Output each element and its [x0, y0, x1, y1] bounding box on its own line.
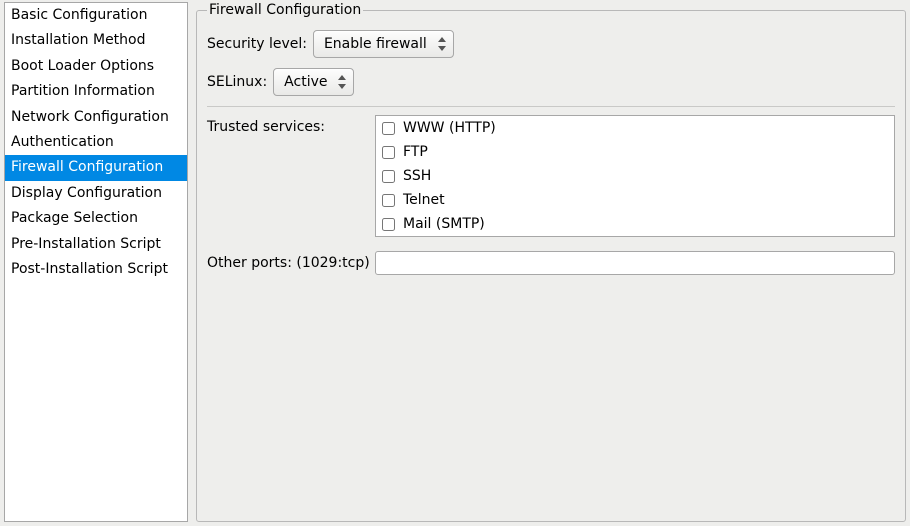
app-layout: Basic ConfigurationInstallation MethodBo…	[0, 0, 910, 526]
sidebar-item[interactable]: Firewall Configuration	[5, 155, 187, 180]
sidebar-item[interactable]: Partition Information	[5, 79, 187, 104]
trusted-services-label: Trusted services:	[207, 115, 375, 237]
security-level-select[interactable]: Enable firewall	[313, 30, 454, 58]
selinux-label: SELinux:	[207, 74, 267, 90]
service-checkbox[interactable]	[382, 218, 395, 231]
service-row: Mail (SMTP)	[376, 212, 894, 236]
service-label: Telnet	[403, 192, 445, 208]
security-level-label: Security level:	[207, 36, 307, 52]
trusted-services-list: WWW (HTTP) FTP SSH Telnet Mail (SMTP)	[375, 115, 895, 237]
sidebar-item[interactable]: Package Selection	[5, 206, 187, 231]
security-level-value: Enable firewall	[324, 36, 427, 52]
other-ports-label: Other ports: (1029:tcp)	[207, 255, 375, 271]
sidebar-item[interactable]: Boot Loader Options	[5, 54, 187, 79]
service-label: WWW (HTTP)	[403, 120, 496, 136]
chevron-updown-icon	[337, 75, 347, 89]
service-row: Telnet	[376, 188, 894, 212]
security-level-row: Security level: Enable firewall	[207, 30, 895, 58]
service-row: FTP	[376, 140, 894, 164]
selinux-select[interactable]: Active	[273, 68, 354, 96]
service-checkbox[interactable]	[382, 194, 395, 207]
sidebar: Basic ConfigurationInstallation MethodBo…	[4, 2, 188, 522]
other-ports-input[interactable]	[375, 251, 895, 275]
chevron-updown-icon	[437, 37, 447, 51]
main-pane: Firewall Configuration Security level: E…	[196, 2, 906, 522]
service-label: FTP	[403, 144, 428, 160]
divider	[207, 106, 895, 107]
service-checkbox[interactable]	[382, 146, 395, 159]
service-label: SSH	[403, 168, 431, 184]
service-row: WWW (HTTP)	[376, 116, 894, 140]
sidebar-item[interactable]: Network Configuration	[5, 105, 187, 130]
sidebar-item[interactable]: Authentication	[5, 130, 187, 155]
sidebar-item[interactable]: Basic Configuration	[5, 3, 187, 28]
selinux-row: SELinux: Active	[207, 68, 895, 96]
trusted-services-section: Trusted services: WWW (HTTP) FTP SSH Telnet…	[207, 115, 895, 237]
sidebar-item[interactable]: Installation Method	[5, 28, 187, 53]
panel-legend: Firewall Configuration	[207, 2, 363, 18]
service-label: Mail (SMTP)	[403, 216, 485, 232]
sidebar-item[interactable]: Pre-Installation Script	[5, 232, 187, 257]
service-checkbox[interactable]	[382, 170, 395, 183]
service-checkbox[interactable]	[382, 122, 395, 135]
selinux-value: Active	[284, 74, 327, 90]
sidebar-item[interactable]: Post-Installation Script	[5, 257, 187, 282]
sidebar-item[interactable]: Display Configuration	[5, 181, 187, 206]
other-ports-section: Other ports: (1029:tcp)	[207, 251, 895, 275]
firewall-panel: Firewall Configuration Security level: E…	[196, 2, 906, 522]
service-row: SSH	[376, 164, 894, 188]
